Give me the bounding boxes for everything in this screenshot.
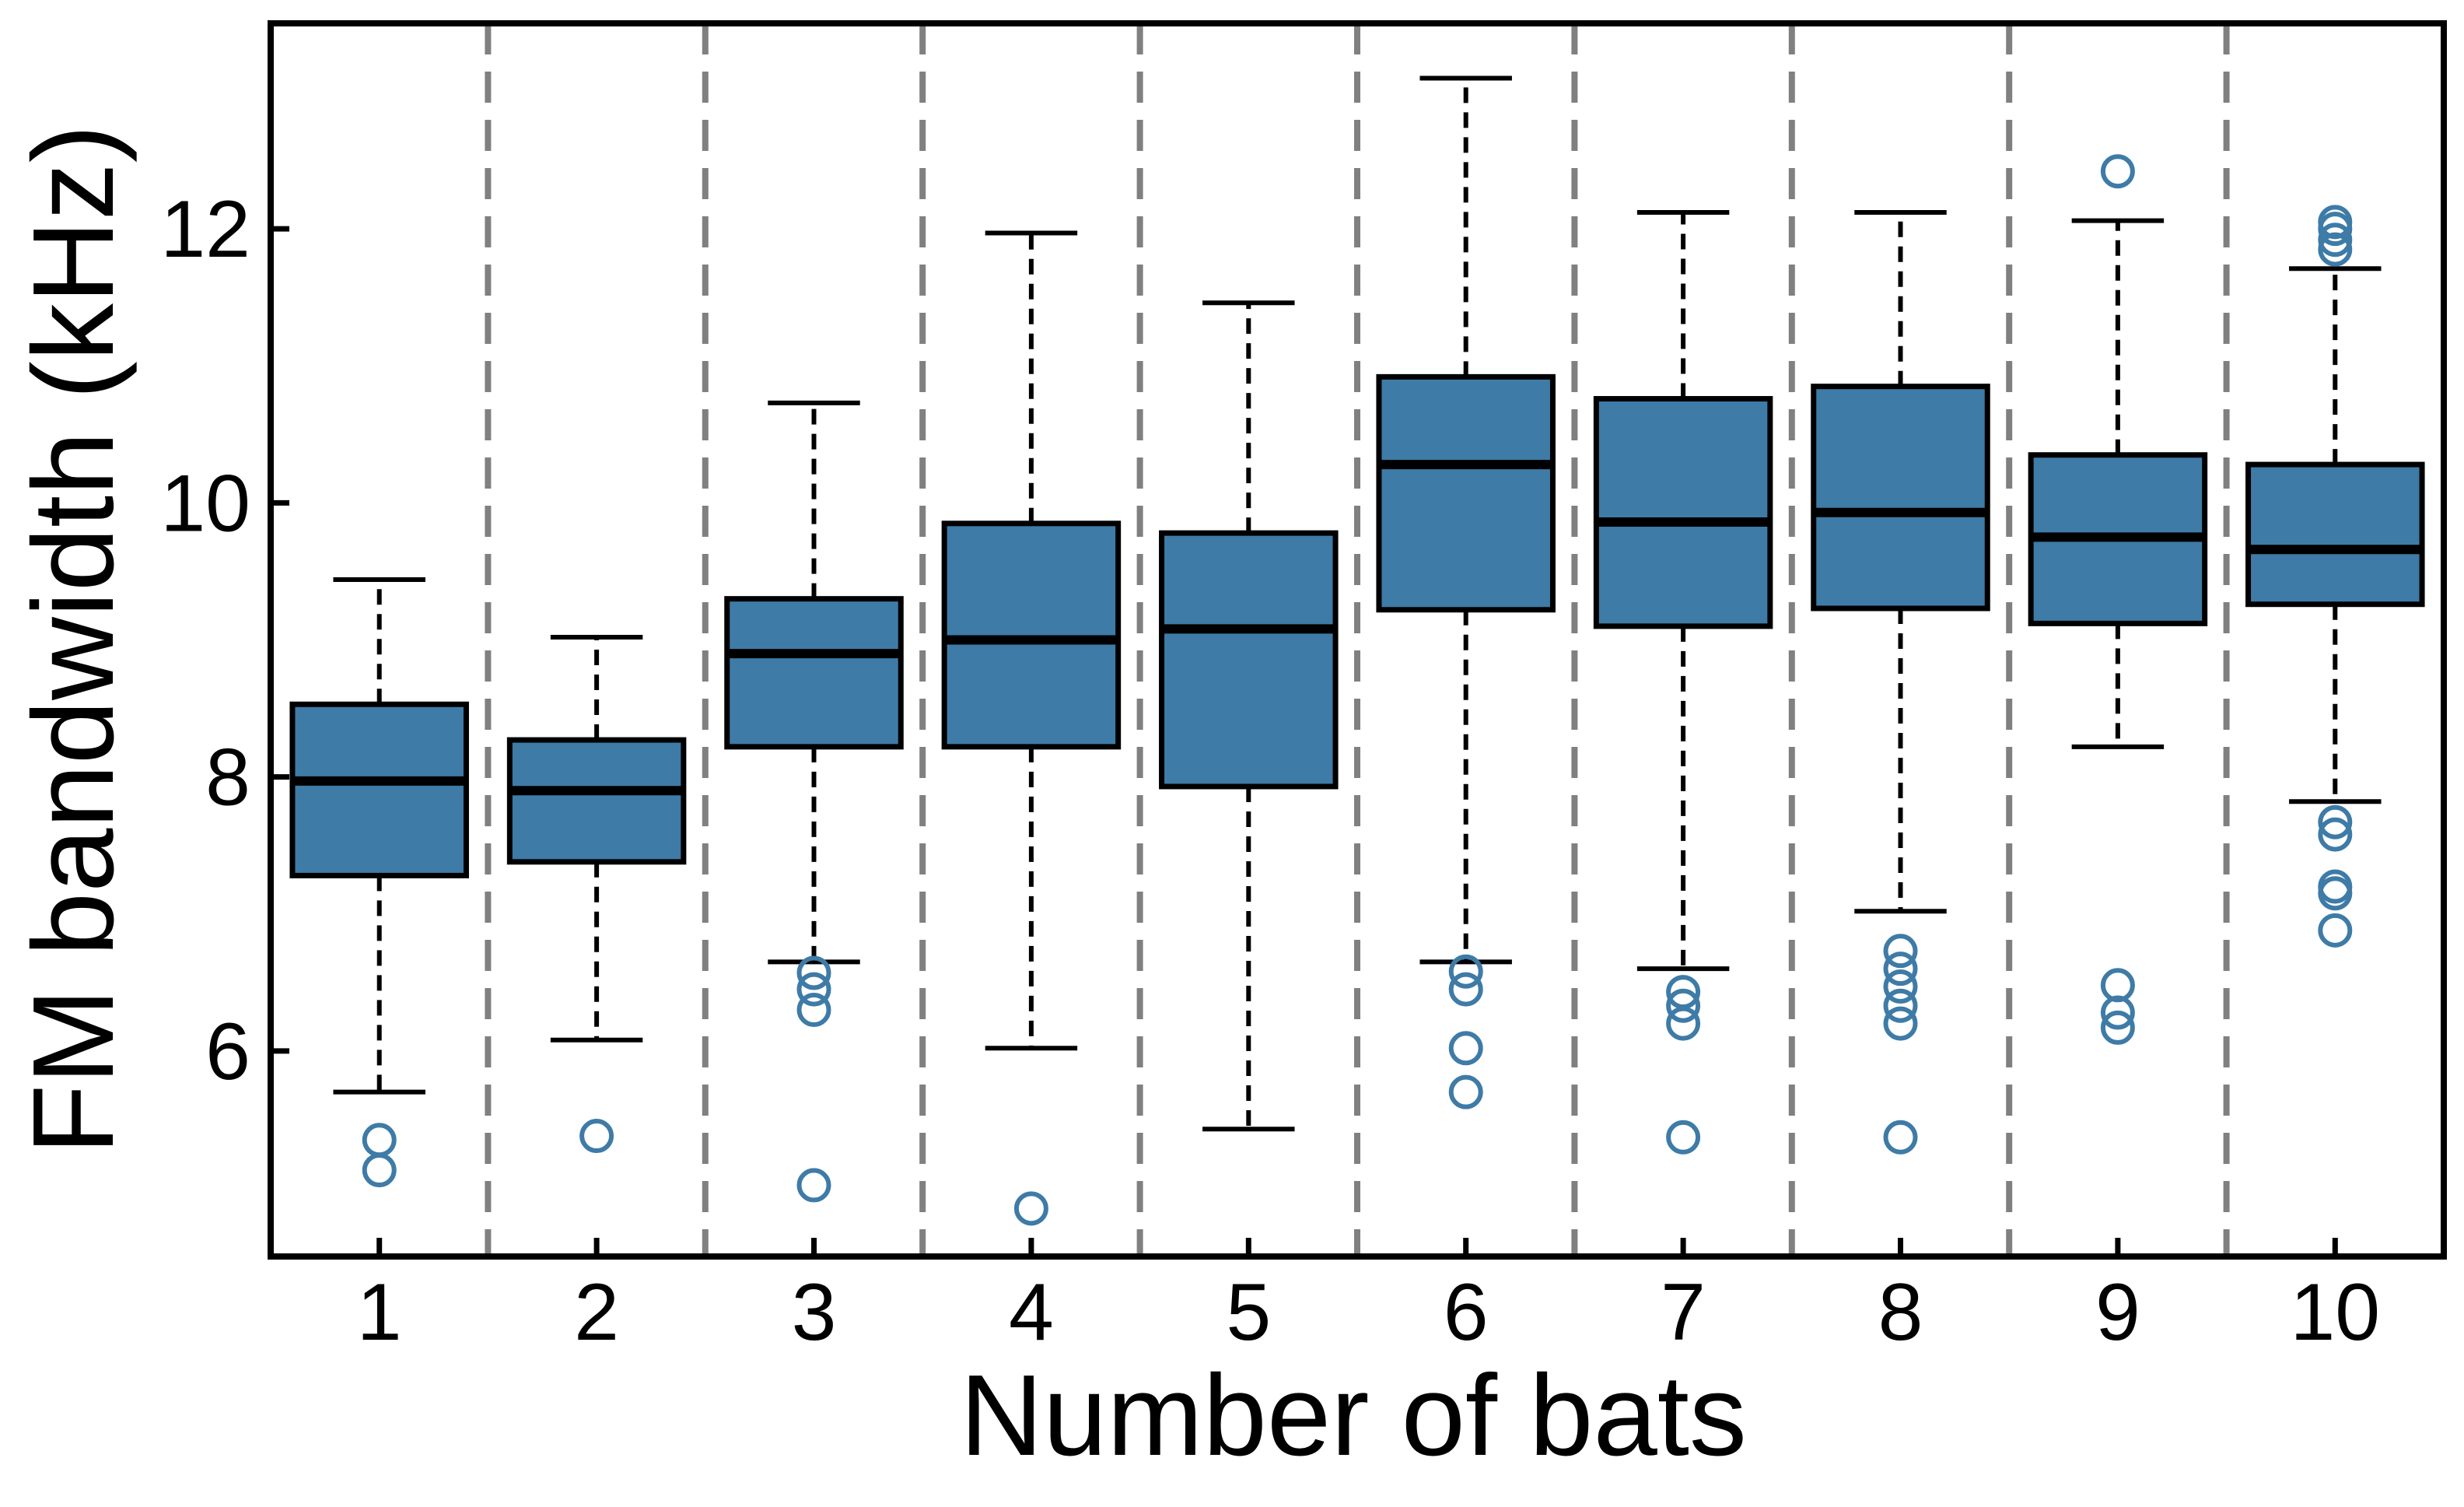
x-tick-label-2: 2 xyxy=(574,1267,619,1358)
outlier-10-9 xyxy=(2318,913,2353,948)
boxes xyxy=(289,373,2425,878)
outlier-10-8 xyxy=(2318,876,2353,911)
whiskers xyxy=(333,75,2382,1132)
x-axis: 1 2 3 4 5 6 7 8 9 10 xyxy=(357,1238,2380,1358)
box-4 xyxy=(941,520,1122,750)
y-axis: 6 8 10 12 xyxy=(160,184,289,1097)
box-10 xyxy=(2245,461,2425,608)
outlier-8-6 xyxy=(1883,1120,1918,1155)
outlier-1-2 xyxy=(362,1153,397,1188)
outlier-8-4 xyxy=(1883,988,1918,1023)
outlier-7-3 xyxy=(1666,1006,1701,1041)
outlier-2-1 xyxy=(579,1119,614,1154)
outlier-9-4 xyxy=(2100,1010,2135,1045)
outlier-8-5 xyxy=(1883,1006,1918,1041)
group-separators xyxy=(485,23,2230,1256)
x-tick-label-6: 6 xyxy=(1444,1267,1489,1358)
outlier-3-1 xyxy=(796,955,831,990)
outlier-10-6 xyxy=(2318,817,2353,852)
y-tick-label-8: 8 xyxy=(205,733,250,823)
y-tick-label-6: 6 xyxy=(205,1007,250,1097)
x-tick-label-5: 5 xyxy=(1226,1267,1271,1358)
outlier-4-1 xyxy=(1013,1191,1048,1226)
x-axis-title: Number of bats xyxy=(960,1351,1747,1480)
outlier-7-4 xyxy=(1666,1120,1701,1155)
x-tick-label-1: 1 xyxy=(357,1267,402,1358)
outlier-9-3 xyxy=(2100,995,2135,1030)
box-7 xyxy=(1593,396,1773,629)
box-1 xyxy=(289,701,469,878)
x-tick-label-4: 4 xyxy=(1009,1267,1054,1358)
outlier-6-1 xyxy=(1448,954,1483,989)
outlier-3-4 xyxy=(796,1168,831,1203)
outliers xyxy=(362,154,2353,1226)
plot-frame xyxy=(268,20,2447,1260)
x-tick-label-7: 7 xyxy=(1661,1267,1706,1358)
outlier-6-4 xyxy=(1448,1074,1483,1109)
outlier-10-3 xyxy=(2318,223,2353,258)
x-tick-label-8: 8 xyxy=(1878,1267,1923,1358)
box-6 xyxy=(1376,373,1556,613)
y-tick-label-12: 12 xyxy=(160,184,250,275)
outlier-6-2 xyxy=(1448,972,1483,1007)
outlier-10-4 xyxy=(2318,232,2353,267)
x-tick-label-3: 3 xyxy=(792,1267,837,1358)
box-3 xyxy=(724,596,904,750)
x-tick-label-10: 10 xyxy=(2290,1267,2380,1358)
y-axis-title: FM bandwidth (kHz) xyxy=(9,124,138,1155)
box-8 xyxy=(1811,384,1990,612)
outlier-3-3 xyxy=(796,993,831,1027)
outlier-3-2 xyxy=(796,972,831,1007)
outlier-7-2 xyxy=(1666,988,1701,1023)
y-tick-label-10: 10 xyxy=(160,458,250,548)
outlier-10-5 xyxy=(2318,804,2353,839)
outlier-10-2 xyxy=(2318,212,2353,247)
outlier-9-1 xyxy=(2100,154,2135,189)
outlier-10-7 xyxy=(2318,869,2353,904)
outlier-8-3 xyxy=(1883,969,1918,1004)
outlier-8-1 xyxy=(1883,934,1918,969)
box-5 xyxy=(1159,530,1339,790)
outlier-6-3 xyxy=(1448,1031,1483,1066)
outlier-1-1 xyxy=(362,1123,397,1158)
x-tick-label-9: 9 xyxy=(2095,1267,2140,1358)
outlier-8-2 xyxy=(1883,952,1918,987)
box-2 xyxy=(506,737,687,865)
